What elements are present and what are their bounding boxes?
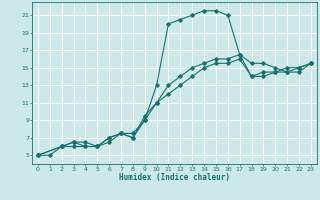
- X-axis label: Humidex (Indice chaleur): Humidex (Indice chaleur): [119, 173, 230, 182]
